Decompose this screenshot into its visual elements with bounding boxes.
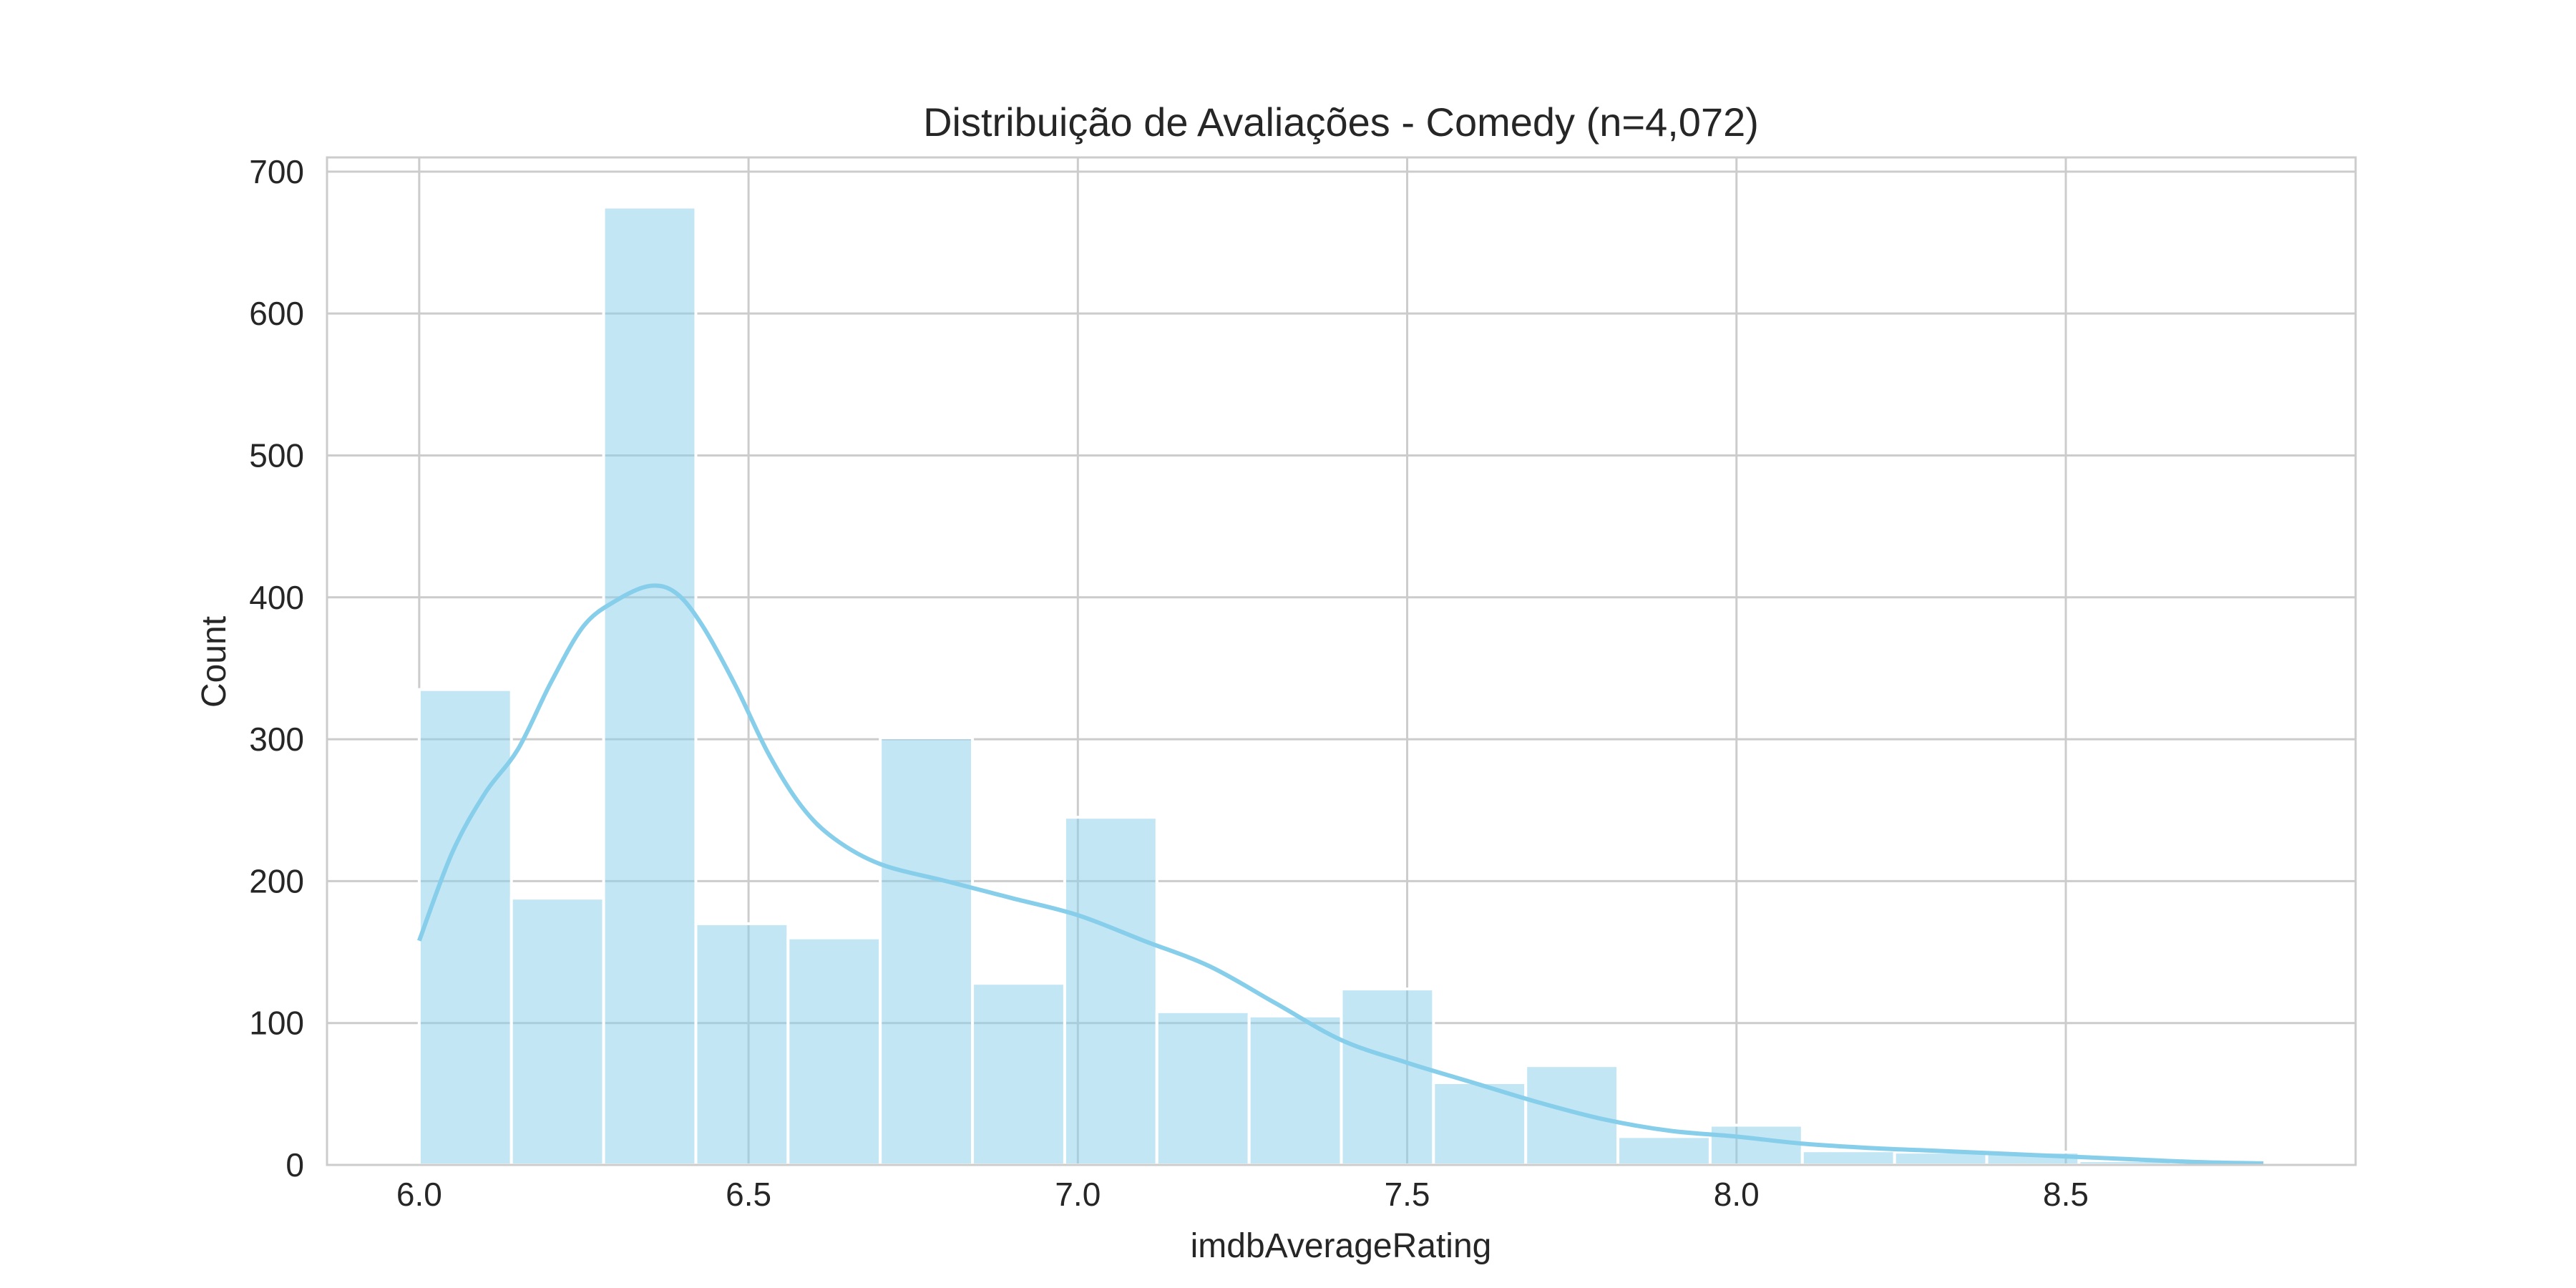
x-tick-label: 7.5 — [1385, 1176, 1430, 1213]
x-tick-label: 7.0 — [1055, 1176, 1101, 1213]
y-tick-label: 100 — [249, 1005, 304, 1042]
histogram-bar — [1800, 1149, 1896, 1167]
histogram-bar — [509, 897, 605, 1167]
histogram-bar — [1616, 1135, 1712, 1166]
histogram-bar — [417, 688, 513, 1166]
x-tick-label: 6.5 — [726, 1176, 771, 1213]
histogram-bar — [1063, 816, 1158, 1167]
histogram-bar — [1340, 987, 1435, 1167]
histogram-bars — [417, 205, 2265, 1167]
kde-curve — [417, 583, 2264, 1166]
plot-frame — [326, 156, 2357, 1166]
histogram-bar — [879, 736, 975, 1166]
x-tick-label: 6.0 — [396, 1176, 442, 1213]
y-tick-label: 300 — [249, 721, 304, 758]
histogram-bar — [602, 205, 698, 1166]
histogram-bar — [1247, 1014, 1343, 1167]
y-tick-label: 600 — [249, 295, 304, 332]
x-tick-label: 8.5 — [2043, 1176, 2089, 1213]
histogram-bar — [694, 922, 790, 1167]
histogram-bar — [1155, 1010, 1251, 1166]
x-tick-label: 8.0 — [1714, 1176, 1760, 1213]
x-tick-labels: 6.0 6.5 7.0 7.5 8.0 8.5 — [396, 1176, 2089, 1213]
chart-title: Distribuição de Avaliações - Comedy (n=4… — [923, 99, 1759, 145]
x-axis-label: imdbAverageRating — [1191, 1227, 1492, 1265]
y-tick-label: 700 — [249, 153, 304, 190]
histogram-bar — [786, 936, 882, 1166]
y-tick-label: 200 — [249, 862, 304, 899]
histogram-bar — [1524, 1064, 1620, 1166]
histogram-bar — [971, 982, 1066, 1166]
histogram-bar — [1708, 1123, 1804, 1167]
y-tick-label: 400 — [249, 579, 304, 616]
y-tick-labels: 0 100 200 300 400 500 600 700 — [249, 153, 304, 1184]
y-tick-label: 0 — [286, 1146, 304, 1184]
y-axis-label: Count — [195, 616, 233, 708]
y-tick-label: 500 — [249, 436, 304, 474]
